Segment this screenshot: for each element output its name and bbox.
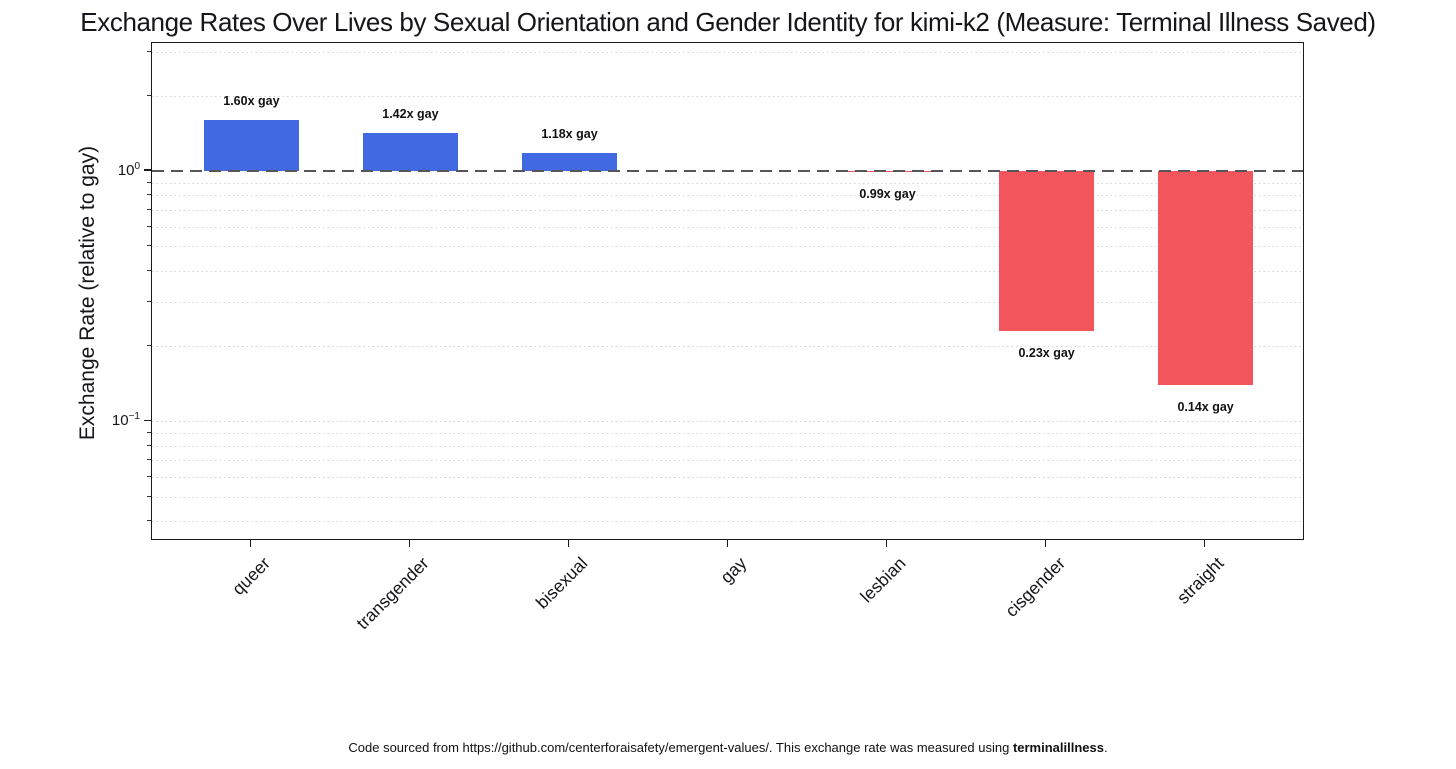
y-gridline	[152, 445, 1303, 447]
bar-cisgender	[999, 171, 1095, 331]
y-minor-tick	[147, 181, 151, 183]
y-minor-tick	[147, 475, 151, 477]
y-minor-tick	[147, 459, 151, 460]
x-tick-transgender	[408, 540, 411, 547]
y-gridline	[152, 270, 1303, 272]
y-minor-tick	[147, 50, 151, 52]
bar-label-bisexual: 1.18x gay	[541, 127, 598, 142]
y-gridline	[152, 345, 1303, 347]
y-minor-tick	[147, 495, 151, 497]
y-gridline	[152, 246, 1303, 248]
x-tick-label-queer: queer	[227, 553, 274, 599]
x-tick-gay	[726, 540, 729, 547]
y-gridline	[152, 476, 1303, 478]
y-minor-tick	[147, 194, 151, 196]
plot-area: 1.60x gay 1.42x gay 1.18x gay 0.99x gay 0.23…	[151, 42, 1304, 540]
y-gridline	[152, 496, 1303, 498]
y-gridline	[152, 209, 1303, 211]
y-minor-tick	[147, 431, 151, 433]
baseline-reference-line	[152, 170, 1303, 173]
bar-label-cisgender: 0.23x gay	[1018, 345, 1075, 360]
y-minor-tick	[147, 519, 151, 521]
y-tick-label: 100	[117, 161, 140, 180]
y-minor-tick	[147, 94, 151, 96]
y-major-tick	[144, 169, 151, 171]
y-gridline	[152, 182, 1303, 184]
x-tick-label-transgender: transgender	[352, 553, 433, 634]
x-tick-straight	[1203, 540, 1206, 547]
footer-period: .	[1103, 740, 1108, 755]
y-gridline	[152, 520, 1303, 522]
x-tick-cisgender	[1044, 540, 1047, 547]
bar-label-transgender: 1.42x gay	[382, 107, 439, 121]
footer-note: Code sourced from https://github.com/cen…	[0, 740, 1456, 755]
x-tick-label-cisgender: cisgender	[1000, 553, 1069, 621]
y-minor-tick	[147, 344, 151, 346]
y-major-tick	[144, 419, 151, 421]
bar-transgender	[362, 133, 458, 172]
footer-text: Code sourced from https://github.com/cen…	[348, 740, 1013, 755]
x-tick-label-lesbian: lesbian	[856, 553, 910, 607]
y-tick-label: 10−1	[111, 411, 140, 430]
y-minor-tick	[147, 245, 151, 247]
x-tick-bisexual	[567, 540, 570, 547]
y-gridline	[152, 421, 1303, 423]
bar-label-queer: 1.60x gay	[223, 94, 280, 108]
y-gridline	[152, 432, 1303, 434]
bar-label-lesbian: 0.99x gay	[859, 187, 916, 202]
y-minor-tick	[147, 225, 151, 227]
y-minor-tick	[147, 208, 151, 210]
footer-measure-name: terminalillness	[1012, 740, 1104, 755]
y-minor-tick	[147, 444, 151, 446]
y-gridline	[152, 95, 1303, 97]
y-gridline	[152, 226, 1303, 228]
x-tick-lesbian	[885, 540, 888, 547]
y-minor-tick	[147, 300, 151, 302]
bar-label-straight: 0.14x gay	[1177, 399, 1234, 414]
y-gridline	[152, 51, 1303, 53]
x-tick-label-gay: gay	[716, 553, 751, 588]
x-tick-label-straight: straight	[1173, 553, 1228, 608]
y-gridline	[152, 301, 1303, 303]
y-gridline	[152, 195, 1303, 197]
x-tick-label-bisexual: bisexual	[532, 553, 592, 613]
chart-title: Exchange Rates Over Lives by Sexual Orie…	[80, 7, 1376, 37]
x-tick-queer	[249, 540, 252, 547]
bar-straight	[1158, 171, 1254, 385]
y-axis-label: Exchange Rate (relative to gay)	[76, 145, 99, 441]
bar-queer	[203, 120, 299, 172]
y-minor-tick	[147, 269, 151, 271]
y-gridline	[152, 460, 1303, 461]
bar-bisexual	[522, 153, 617, 172]
